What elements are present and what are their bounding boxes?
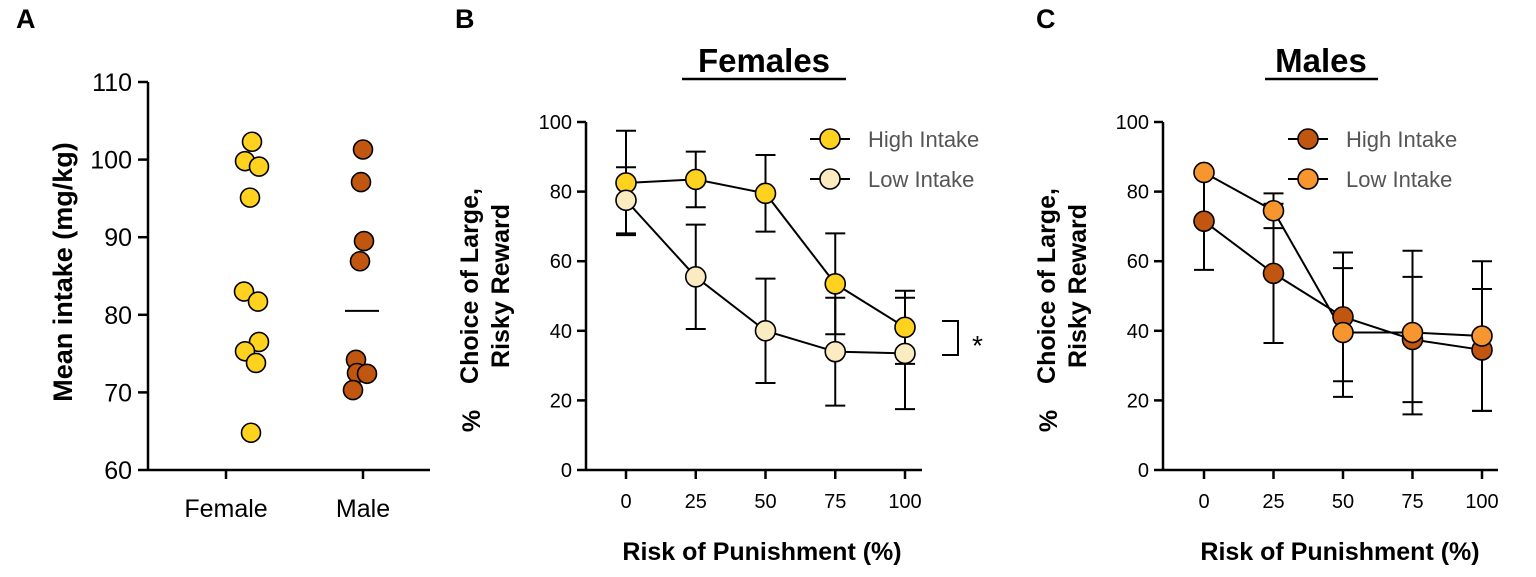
x-axis-label-c: Risk of Punishment (%)	[1200, 538, 1479, 566]
y-tick-label: 80	[550, 182, 572, 204]
y-tick-label: 40	[1127, 321, 1149, 343]
y-tick-label: 0	[1138, 460, 1149, 482]
x-tick-label-female: Female	[184, 495, 267, 523]
series-c	[1193, 161, 1493, 416]
y-tick-label-a: 100	[90, 147, 132, 175]
panel-letter-b: B	[455, 4, 475, 34]
y-tick-label-a: 110	[92, 69, 132, 97]
x-tick-label: 100	[1465, 491, 1498, 513]
panel-c: C Males % Choice of Large, Risky Reward …	[1033, 4, 1499, 566]
y-tick-label: 40	[550, 321, 572, 343]
legend-b: High Intake Low Intake	[810, 127, 979, 192]
legend-marker	[819, 128, 841, 150]
points-a	[233, 131, 379, 444]
series-b	[615, 129, 916, 411]
data-point-female	[240, 422, 262, 444]
data-point-female	[233, 281, 255, 302]
legend-label: Low Intake	[1346, 167, 1452, 192]
data-point-male	[342, 379, 364, 401]
data-point-low-intake	[1332, 321, 1354, 344]
data-point-low-intake	[1262, 199, 1285, 222]
chart-title-males: Males	[1275, 42, 1367, 79]
x-tick-label: 0	[1198, 491, 1209, 513]
y-axis-label-b: % Choice of Large, Risky Reward	[456, 188, 515, 432]
significance-star: *	[972, 330, 983, 361]
data-point-male	[349, 250, 371, 272]
data-point-male	[356, 363, 378, 385]
data-point-female	[248, 156, 270, 177]
x-tick-label-male: Male	[336, 495, 390, 523]
y-tick-label: 20	[550, 390, 572, 412]
y-tick-label: 60	[1127, 251, 1149, 273]
y-tick-label: 100	[539, 112, 572, 134]
y-axis-label-line2-b: Risky Reward	[487, 204, 515, 368]
y-axis-label-prefix-b: %	[458, 410, 486, 432]
y-axis-label-line2-c: Risky Reward	[1064, 204, 1092, 368]
data-point-low-intake	[754, 319, 777, 342]
legend-label: Low Intake	[868, 167, 974, 192]
data-point-high-intake	[1262, 262, 1285, 285]
data-point-male	[353, 230, 375, 252]
data-point-male	[352, 139, 374, 160]
axes-c: 0 20 40 60 80 100 0 25 50 75 100	[1116, 112, 1499, 513]
data-point-low-intake	[1401, 321, 1424, 344]
panel-letter-c: C	[1036, 4, 1056, 34]
legend-marker	[1297, 128, 1319, 150]
data-point-low-intake	[684, 266, 707, 288]
axes-b: 0 20 40 60 80 100 0 25 50 75 100	[539, 112, 922, 513]
y-tick-label-a: 70	[104, 379, 132, 407]
x-tick-label: 25	[685, 491, 707, 513]
data-point-high-intake	[684, 168, 707, 191]
data-point-high-intake	[1193, 210, 1215, 232]
data-point-male	[350, 171, 372, 193]
data-point-female	[247, 291, 269, 312]
legend-marker	[1297, 168, 1319, 190]
x-tick-label: 100	[888, 491, 921, 513]
axes-a: 60 70 80 90 100 110	[90, 69, 430, 485]
panel-a: A Mean intake (mg/kg) 60 70 80 90 100 110 Fem…	[16, 4, 430, 523]
data-point-female	[241, 131, 263, 153]
x-tick-label: 25	[1262, 491, 1284, 513]
x-tick-label: 75	[1401, 491, 1423, 513]
data-point-female	[248, 331, 270, 353]
y-axis-label-c: % Choice of Large, Risky Reward	[1033, 188, 1092, 432]
y-tick-label-a: 60	[104, 457, 132, 485]
legend-label: High Intake	[1346, 127, 1457, 152]
y-tick-label: 0	[561, 460, 572, 482]
data-point-female	[239, 187, 261, 208]
y-axis-label-a: Mean intake (mg/kg)	[48, 142, 78, 402]
y-tick-label: 60	[550, 251, 572, 273]
legend-c: High Intake Low Intake	[1288, 127, 1457, 192]
x-tick-label: 0	[620, 491, 631, 513]
y-tick-label-a: 90	[104, 224, 132, 252]
x-tick-label: 75	[824, 491, 846, 513]
y-tick-label-a: 80	[104, 302, 132, 330]
x-axis-label-b: Risk of Punishment (%)	[622, 538, 901, 566]
significance-bracket: *	[942, 320, 983, 361]
data-point-low-intake	[1471, 325, 1493, 347]
data-point-low-intake	[615, 189, 637, 212]
x-tick-label: 50	[754, 491, 776, 513]
legend-label: High Intake	[868, 127, 979, 152]
y-axis-label-line1-b: Choice of Large,	[456, 188, 484, 384]
y-tick-label: 80	[1127, 182, 1149, 204]
data-point-high-intake	[894, 316, 916, 339]
x-tick-label: 50	[1332, 491, 1354, 513]
data-point-high-intake	[824, 273, 847, 295]
chart-title-females: Females	[698, 42, 830, 79]
data-point-low-intake	[894, 342, 916, 365]
data-point-low-intake	[824, 340, 847, 363]
y-tick-label: 100	[1116, 112, 1149, 134]
y-tick-label: 20	[1127, 390, 1149, 412]
data-point-low-intake	[1193, 161, 1215, 184]
panel-letter-a: A	[16, 4, 36, 34]
data-point-female	[245, 352, 267, 374]
legend-marker	[819, 168, 841, 190]
data-point-high-intake	[754, 182, 777, 205]
x-tick-labels-a: Female Male	[184, 495, 390, 523]
panel-b: B Females % Choice of Large, Risky Rewar…	[455, 4, 983, 566]
y-axis-label-line1-c: Choice of Large,	[1033, 188, 1061, 384]
y-axis-label-prefix-c: %	[1035, 410, 1063, 432]
